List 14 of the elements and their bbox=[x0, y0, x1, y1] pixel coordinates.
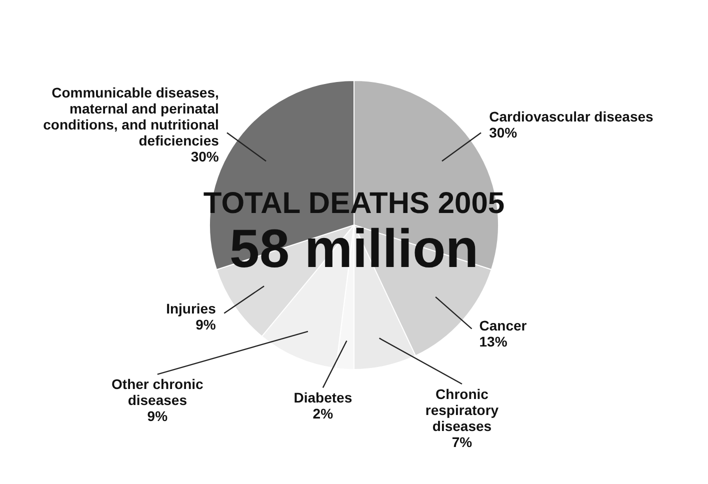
slice-label: Diabetes bbox=[294, 390, 352, 406]
data-label: 30% bbox=[190, 148, 220, 165]
slice-label: Communicable diseases, maternal and perinatal conditions, and nutritional deficiencies bbox=[43, 84, 220, 149]
slice-label: Injuries bbox=[166, 300, 216, 317]
data-label: 7% bbox=[452, 434, 473, 450]
data-label: 13% bbox=[479, 333, 508, 350]
data-label: 9% bbox=[147, 408, 168, 424]
slice-label: Cancer bbox=[479, 317, 528, 334]
slice-label: Other chronic diseases bbox=[112, 376, 204, 408]
slice-label: Cardiovascular diseases bbox=[489, 108, 654, 125]
data-label: 9% bbox=[196, 316, 216, 333]
data-label: 2% bbox=[312, 406, 334, 422]
data-label: 30% bbox=[489, 124, 518, 141]
slice-label: Chronic respiratory diseases bbox=[425, 386, 499, 434]
